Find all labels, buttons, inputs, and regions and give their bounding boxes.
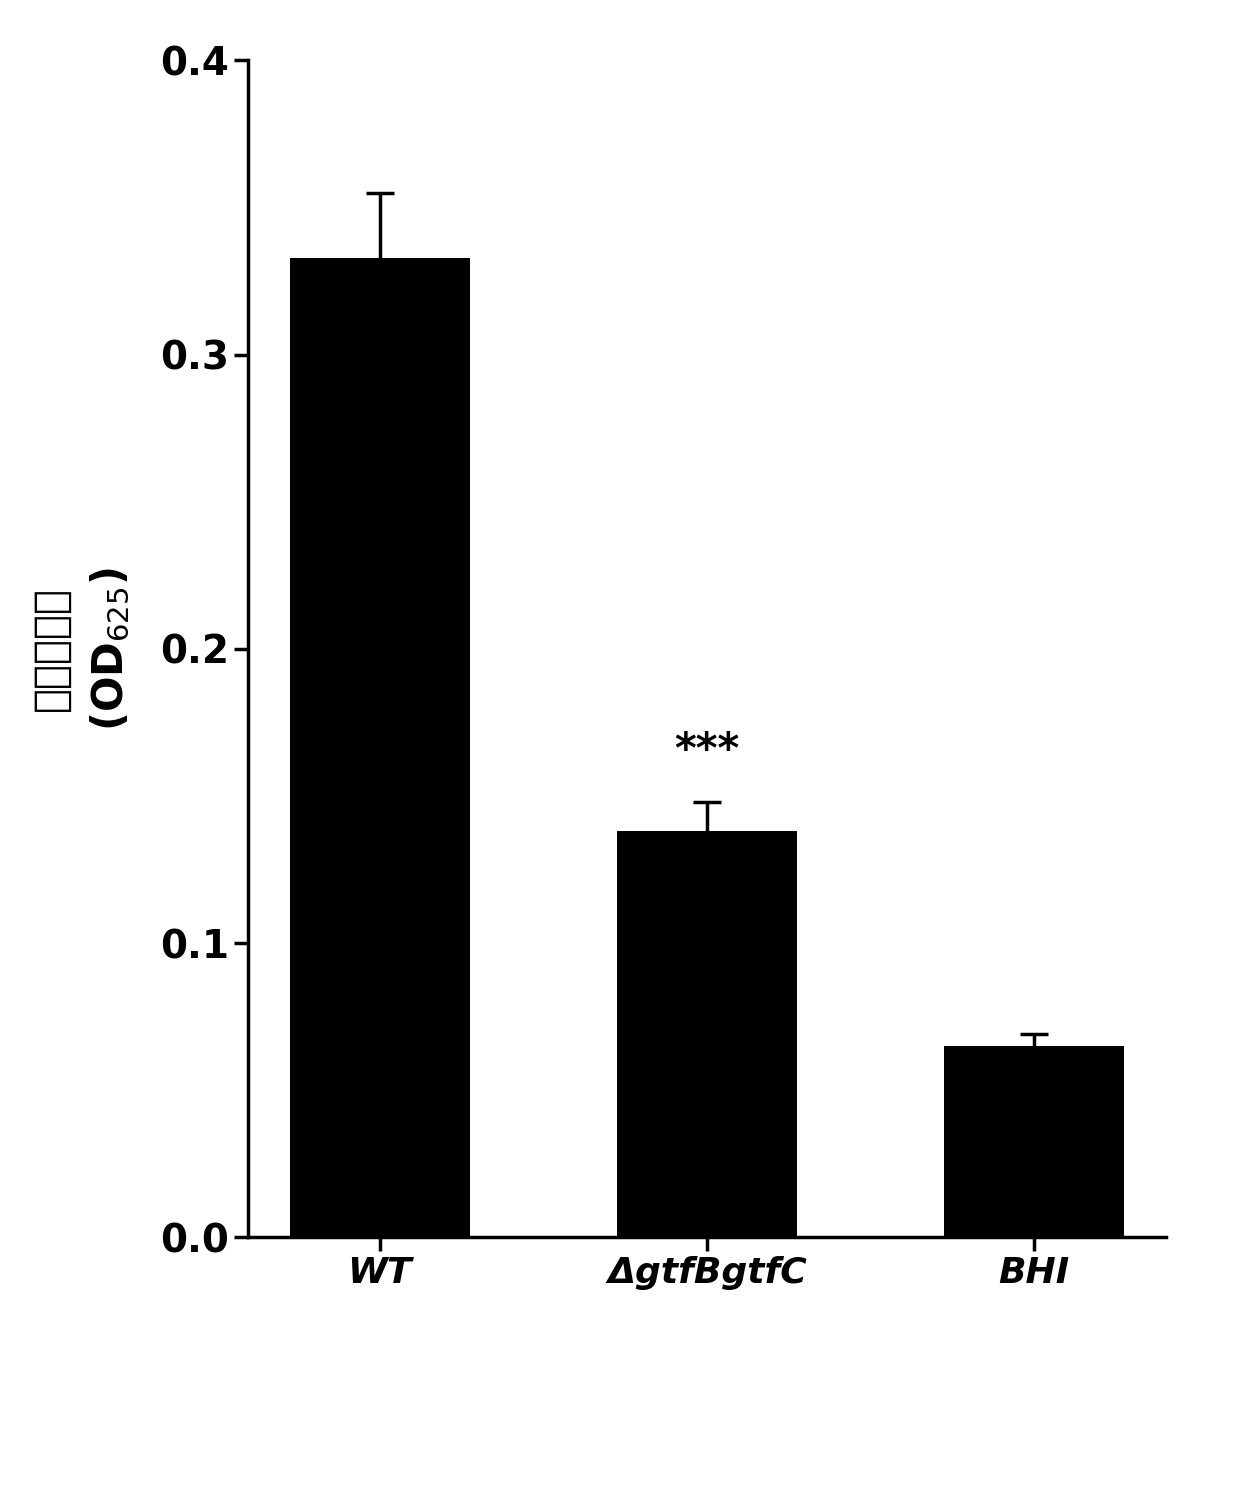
Bar: [616, 831, 797, 1237]
Text: ***: ***: [675, 730, 739, 773]
Bar: [290, 258, 470, 1237]
Y-axis label: 平均吸光度
(OD$_{625}$): 平均吸光度 (OD$_{625}$): [30, 567, 133, 730]
Bar: [944, 1046, 1123, 1237]
